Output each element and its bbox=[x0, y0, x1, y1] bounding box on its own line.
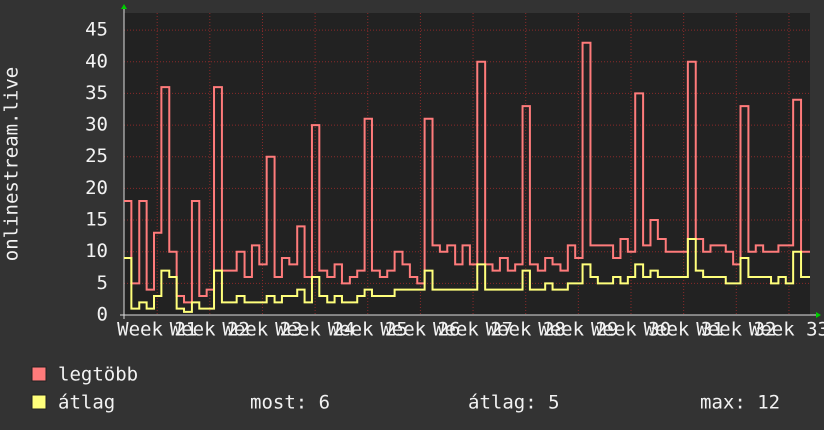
y-tick-label: 20 bbox=[85, 177, 108, 199]
x-tick-label: Week 22 bbox=[170, 319, 250, 341]
y-tick-label: 0 bbox=[97, 304, 108, 326]
x-tick-label: Week 28 bbox=[486, 319, 566, 341]
y-tick-label: 45 bbox=[85, 19, 108, 41]
x-tick-label: Week 23 bbox=[222, 319, 302, 341]
legend-swatch bbox=[31, 366, 47, 382]
stat-label: most: 6 bbox=[250, 392, 330, 414]
y-tick-label: 10 bbox=[85, 240, 108, 262]
y-tick-label: 15 bbox=[85, 209, 108, 231]
y-tick-label: 40 bbox=[85, 50, 108, 72]
axis-arrow bbox=[816, 312, 821, 318]
y-axis-label: onlinestream.live bbox=[1, 67, 23, 261]
legend-label: legtöbb bbox=[58, 364, 138, 386]
x-tick-label: Week 30 bbox=[591, 319, 671, 341]
x-tick-label: Week 27 bbox=[433, 319, 513, 341]
x-tick-label: Week 21 bbox=[117, 319, 197, 341]
x-tick-label: Week 26 bbox=[380, 319, 460, 341]
x-tick-label: Week 29 bbox=[538, 319, 618, 341]
x-tick-label: Week 25 bbox=[328, 319, 408, 341]
series-line bbox=[124, 238, 810, 313]
legend-label: átlag bbox=[58, 392, 115, 414]
x-tick-label: Week 31 bbox=[644, 319, 724, 341]
x-tick-label: Week 33 bbox=[749, 319, 824, 341]
x-tick-label: Week 24 bbox=[275, 319, 355, 341]
stat-label: max: 12 bbox=[700, 392, 780, 414]
axis-arrow bbox=[121, 4, 127, 9]
stat-label: átlag: 5 bbox=[468, 392, 560, 414]
y-tick-label: 30 bbox=[85, 114, 108, 136]
x-tick-label: Week 32 bbox=[696, 319, 776, 341]
series-line bbox=[124, 41, 810, 304]
y-tick-label: 25 bbox=[85, 145, 108, 167]
y-tick-label: 5 bbox=[97, 272, 108, 294]
y-tick-label: 35 bbox=[85, 82, 108, 104]
legend-swatch bbox=[31, 394, 47, 410]
